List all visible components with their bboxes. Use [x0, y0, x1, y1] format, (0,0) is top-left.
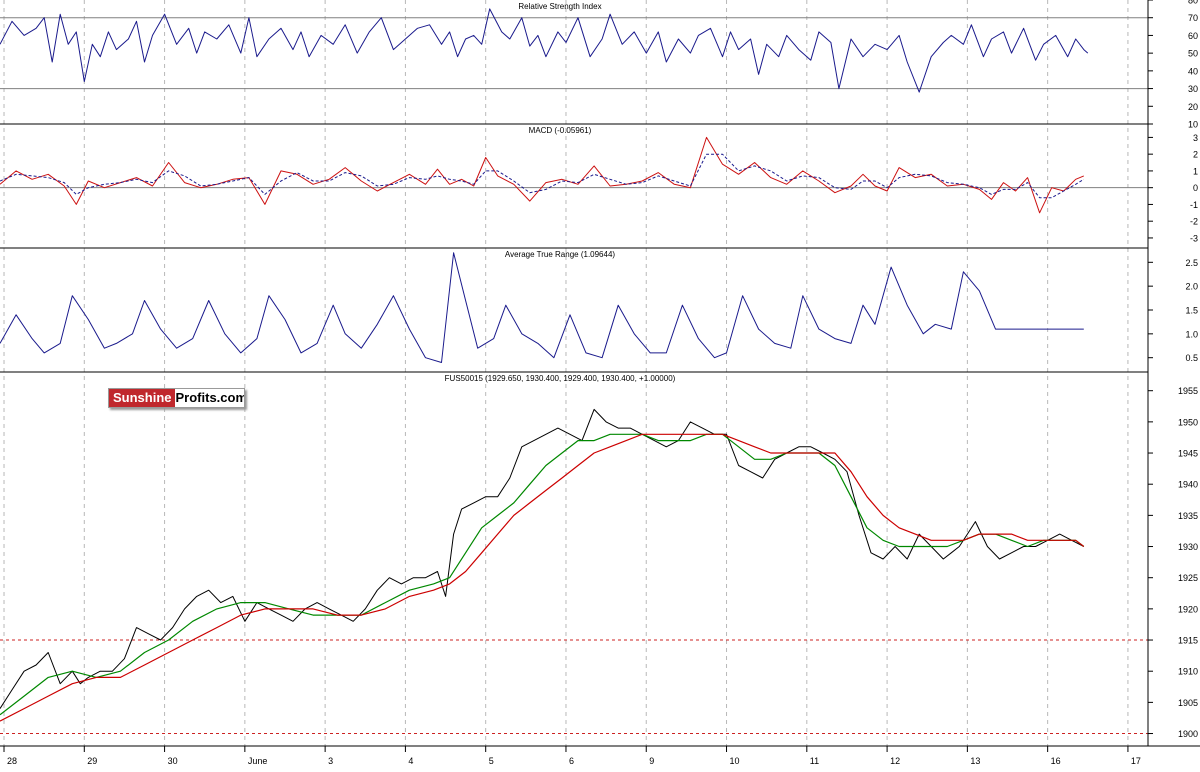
panel-3-ytick-label-0: 1900 — [1178, 729, 1198, 739]
panel-0-ytick-label-6: 70 — [1188, 13, 1198, 23]
panel-3-ytick-label-4: 1920 — [1178, 604, 1198, 614]
panel-2-series-0-line — [0, 252, 1084, 363]
x-tick-label-0: 28 — [7, 756, 17, 766]
panel-1: -3 -2 -1 0 1 2 3 MACD (-0.05961) — [0, 126, 1198, 249]
logo: Sunshine Profits.com — [108, 388, 245, 408]
panel-3-ytick-label-3: 1915 — [1178, 636, 1198, 646]
panel-3-series-2-line — [0, 433, 1085, 722]
panel-0-ytick-label-4: 50 — [1188, 49, 1198, 59]
panel-1-ytick-label-4: 1 — [1193, 166, 1198, 176]
panel-0-ytick-label-3: 40 — [1188, 66, 1198, 76]
logo-part2: Profits.com — [175, 390, 245, 405]
x-tick-label-10: 11 — [810, 756, 819, 766]
panel-1-ytick-label-0: -3 — [1190, 233, 1198, 243]
panel-3-ytick-label-2: 1910 — [1178, 667, 1198, 677]
panel-0-ytick-label-1: 20 — [1188, 102, 1198, 112]
panel-2-ytick-label-0: 0.5 — [1185, 353, 1198, 363]
panel-1-title: MACD (-0.05961) — [529, 126, 592, 135]
x-tick-label-5: 4 — [408, 756, 413, 766]
panel-1-ytick-label-5: 2 — [1193, 150, 1198, 160]
x-tick-label-13: 16 — [1051, 756, 1061, 766]
panel-3-series-1-line — [0, 433, 1085, 716]
panel-3-ytick-label-5: 1925 — [1178, 573, 1198, 583]
x-tick-label-1: 29 — [87, 756, 97, 766]
logo-part1: Sunshine — [109, 389, 175, 407]
panel-3: 1900 1905 1910 1915 1920 1925 1930 1935 1940 1945… — [0, 374, 1198, 747]
x-tick-label-6: 5 — [489, 756, 494, 766]
x-tick-label-8: 9 — [649, 756, 654, 766]
panel-0-ytick-label-2: 30 — [1188, 84, 1198, 94]
panel-1-ytick-label-2: -1 — [1190, 200, 1198, 210]
panel-3-ytick-label-6: 1930 — [1178, 542, 1198, 552]
panel-3-title: FUS50015 (1929.650, 1930.400, 1929.400, … — [445, 374, 676, 383]
panel-2-ytick-label-3: 2.0 — [1185, 282, 1198, 292]
x-tick-label-7: 6 — [569, 756, 574, 766]
panel-0-title: Relative Strength Index — [518, 2, 601, 11]
panel-3-ytick-label-11: 1955 — [1178, 386, 1198, 396]
x-tick-label-14: 17 — [1131, 756, 1141, 766]
panel-2-ytick-label-2: 1.5 — [1185, 306, 1198, 316]
panel-3-ytick-label-9: 1945 — [1178, 449, 1198, 459]
panel-0-series-0-line — [0, 8, 1089, 93]
x-tick-label-3: June — [248, 756, 268, 766]
panel-3-ytick-label-8: 1940 — [1178, 480, 1198, 490]
x-tick-label-2: 30 — [168, 756, 178, 766]
panel-3-ytick-label-1: 1905 — [1178, 698, 1198, 708]
x-tick-label-12: 13 — [970, 756, 980, 766]
panel-0-ytick-label-7: 80 — [1188, 0, 1198, 6]
panel-1-ytick-label-6: 3 — [1193, 133, 1198, 143]
x-tick-label-9: 10 — [730, 756, 740, 766]
panel-2-title: Average True Range (1.09644) — [505, 250, 615, 259]
x-tick-label-4: 3 — [328, 756, 333, 766]
panel-3-ytick-label-10: 1950 — [1178, 417, 1198, 427]
panel-1-ytick-label-3: 0 — [1193, 183, 1198, 193]
panel-0: 10 20 30 40 50 60 70 80 Relative Strength Index — [0, 0, 1198, 130]
panel-0-ytick-label-5: 60 — [1188, 31, 1198, 41]
x-tick-label-11: 12 — [890, 756, 900, 766]
panel-0-ytick-label-0: 10 — [1188, 120, 1198, 130]
panel-1-series-0-line — [0, 136, 1084, 214]
panel-1-series-1-line — [0, 153, 1085, 199]
panel-2-ytick-label-4: 2.5 — [1185, 258, 1198, 268]
panel-2: 0.5 1.0 1.5 2.0 2.5 Average True Range (1.096… — [0, 250, 1198, 373]
panel-3-ytick-label-7: 1935 — [1178, 511, 1198, 521]
panel-2-ytick-label-1: 1.0 — [1185, 329, 1198, 339]
panel-1-ytick-label-1: -2 — [1190, 217, 1198, 227]
